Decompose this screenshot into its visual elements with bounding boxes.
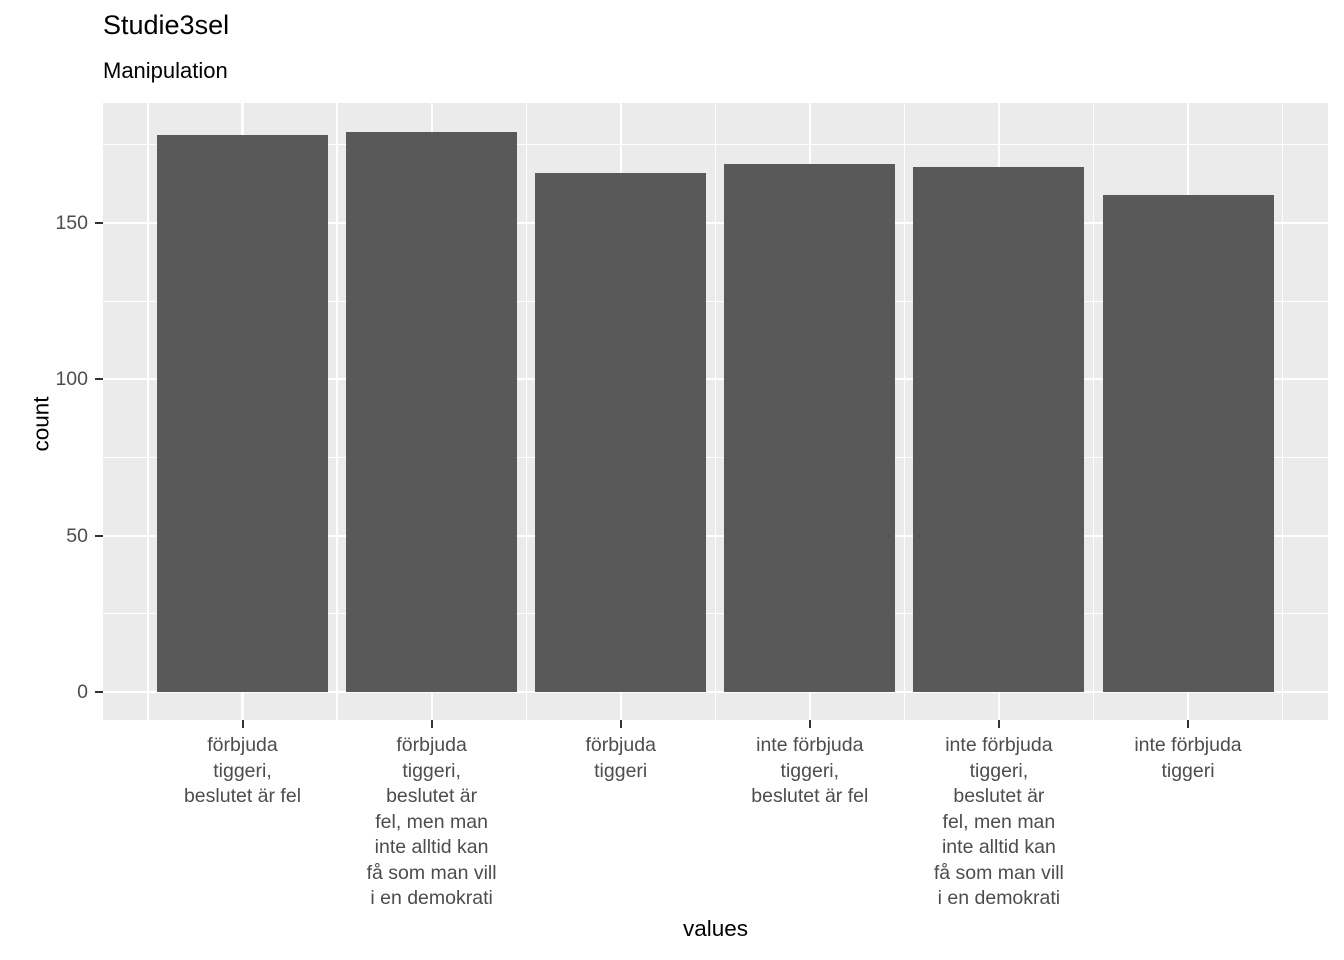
bar	[535, 172, 707, 692]
x-minor-gridline	[714, 103, 716, 720]
x-axis-title: values	[682, 916, 749, 941]
bar	[346, 132, 518, 692]
x-minor-gridline	[903, 103, 905, 720]
x-minor-gridline	[525, 103, 527, 720]
bar	[157, 135, 328, 692]
x-tick-mark	[808, 720, 811, 728]
x-tick-label: förbjuda tiggeri	[585, 734, 656, 782]
x-tick-label: inte förbjuda tiggeri, beslutet är fel, …	[933, 734, 1064, 909]
y-tick-mark	[95, 691, 103, 693]
x-tick-mark	[241, 720, 244, 728]
bar	[1102, 194, 1274, 692]
y-tick-mark	[95, 378, 103, 381]
plot-title: Studie3sel	[103, 10, 230, 40]
y-tick-label: 100	[55, 368, 88, 391]
x-tick-label: inte förbjuda tiggeri	[1134, 734, 1242, 782]
x-tick-label: förbjuda tiggeri, beslutet är fel	[183, 734, 302, 807]
x-minor-gridline	[147, 103, 149, 720]
x-minor-gridline	[336, 103, 338, 720]
plot-subtitle: Manipulation	[103, 58, 228, 83]
x-tick-mark	[430, 720, 433, 728]
plot-panel	[103, 103, 1328, 720]
y-tick-mark	[95, 222, 103, 224]
y-tick-label: 50	[66, 524, 88, 547]
bar	[913, 166, 1085, 692]
x-tick-mark	[1187, 720, 1189, 728]
x-minor-gridline	[1092, 103, 1095, 720]
x-tick-mark	[997, 720, 1000, 728]
y-tick-label: 150	[55, 212, 88, 234]
y-axis-title-text: count	[28, 396, 54, 452]
x-tick-mark	[619, 720, 622, 728]
x-minor-gridline	[1281, 103, 1284, 720]
y-tick-mark	[95, 534, 103, 537]
y-tick-label: 0	[77, 681, 88, 703]
x-tick-label: förbjuda tiggeri, beslutet är fel, men m…	[366, 734, 497, 909]
x-tick-label: inte förbjuda tiggeri, beslutet är fel	[751, 734, 869, 807]
bar	[724, 163, 896, 692]
